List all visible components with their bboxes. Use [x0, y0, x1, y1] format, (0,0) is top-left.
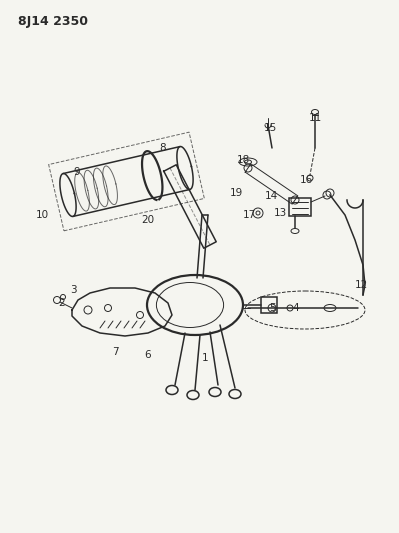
Text: 12: 12	[354, 280, 367, 290]
Text: 8: 8	[160, 143, 166, 153]
Text: 20: 20	[141, 215, 154, 225]
Text: 16: 16	[299, 175, 313, 185]
Text: 5: 5	[269, 303, 275, 313]
Text: 7: 7	[112, 347, 119, 357]
Text: 18: 18	[236, 155, 250, 165]
Text: 19: 19	[229, 188, 243, 198]
Text: 11: 11	[308, 113, 322, 123]
Text: 13: 13	[273, 208, 286, 218]
Text: 1: 1	[201, 353, 208, 363]
Text: 4: 4	[293, 303, 299, 313]
Text: 17: 17	[242, 210, 256, 220]
Text: 9: 9	[74, 167, 80, 177]
Text: 6: 6	[145, 350, 151, 360]
Text: 15: 15	[263, 123, 277, 133]
Text: 10: 10	[36, 210, 49, 220]
Text: 8J14 2350: 8J14 2350	[18, 15, 88, 28]
Text: 3: 3	[70, 285, 76, 295]
Text: 2: 2	[59, 298, 65, 308]
Text: 14: 14	[265, 191, 278, 201]
